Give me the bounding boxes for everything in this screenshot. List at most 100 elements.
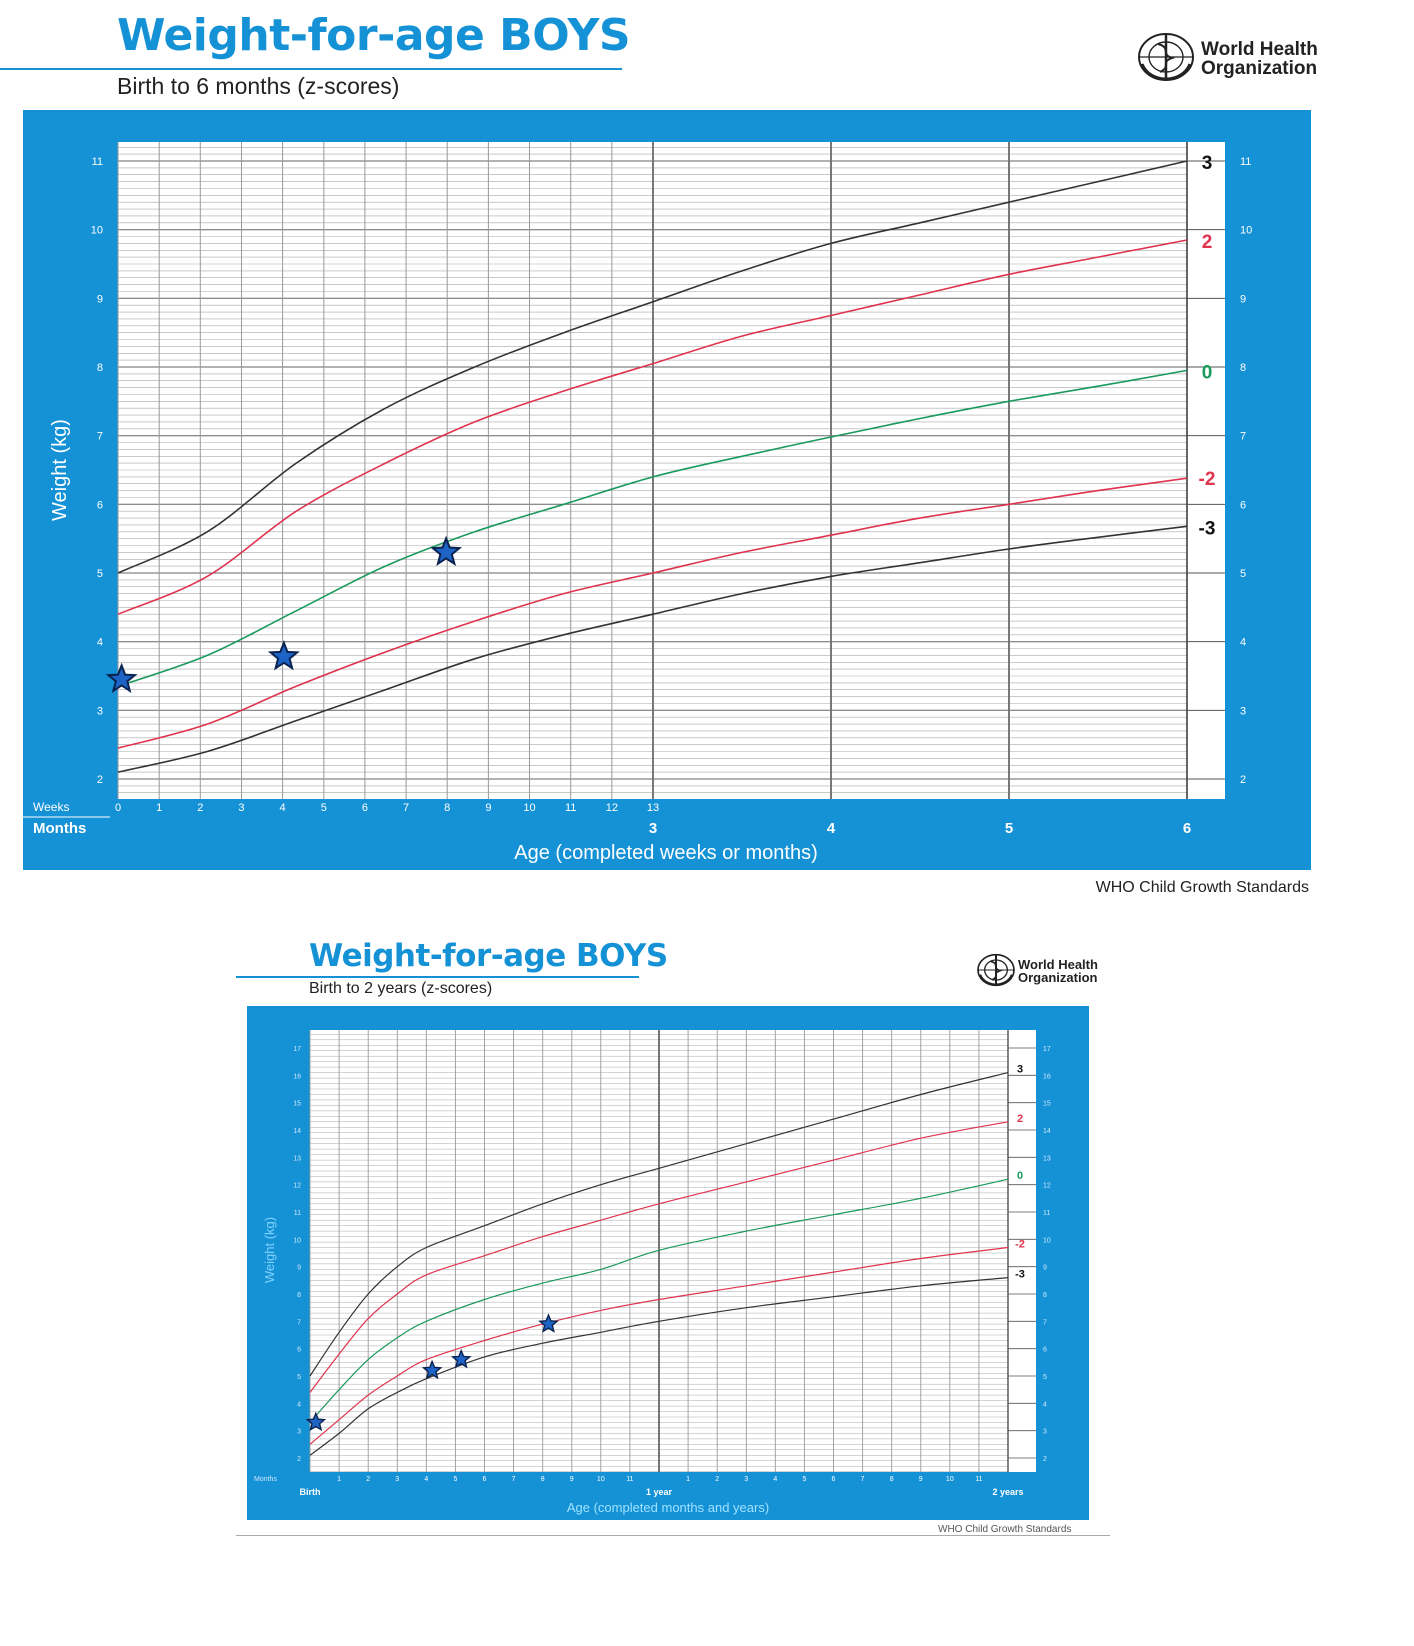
chart1-week-tick: 6 xyxy=(362,802,368,814)
chart1-title: Weight-for-age BOYS xyxy=(117,10,631,61)
chart2-ytick-right: 12 xyxy=(1043,1183,1051,1190)
chart2-zlabel: 0 xyxy=(1017,1170,1023,1182)
chart1-ytick-left: 6 xyxy=(97,499,103,511)
chart1-month-tick: 6 xyxy=(1183,820,1191,837)
chart1-week-tick: 10 xyxy=(523,802,535,814)
chart2-ytick-left: 13 xyxy=(293,1155,301,1162)
chart2-xtick: 10 xyxy=(597,1476,605,1483)
who-logo-icon-2 xyxy=(977,953,1015,987)
chart2-xtick: 4 xyxy=(424,1476,428,1483)
chart1-curve-z3 xyxy=(117,160,1188,574)
chart1-ytick-left: 4 xyxy=(97,637,103,649)
chart1-ytick-right: 8 xyxy=(1240,362,1246,374)
chart2-curve-z2 xyxy=(309,1121,1009,1393)
who-name-line1: World Health xyxy=(1018,957,1098,972)
chart2-ytick-right: 6 xyxy=(1043,1347,1047,1354)
chart1-ytick-left: 5 xyxy=(97,568,103,580)
chart1-curve-z2 xyxy=(117,239,1188,615)
chart2-ytick-left: 10 xyxy=(293,1237,301,1244)
chart1-week-tick: 7 xyxy=(403,802,409,814)
chart2-xtick: 7 xyxy=(512,1476,516,1483)
chart2-xtick: 2 xyxy=(366,1476,370,1483)
chart2-ytick-right: 10 xyxy=(1043,1237,1051,1244)
chart2-ytick-left: 9 xyxy=(297,1265,301,1272)
chart1-ytick-right: 3 xyxy=(1240,705,1246,717)
chart2-ytick-left: 11 xyxy=(294,1210,301,1217)
chart1-ytick-right: 6 xyxy=(1240,499,1246,511)
chart2-curve-z-3 xyxy=(309,1277,1009,1456)
chart1-ytick-left: 8 xyxy=(97,362,103,374)
chart2-ytick-left: 4 xyxy=(297,1401,301,1408)
chart2-xtick: 7 xyxy=(861,1476,865,1483)
chart1-curve-z0 xyxy=(117,369,1188,688)
chart1-ytick-left: 7 xyxy=(97,431,103,443)
chart2-curve-z0 xyxy=(309,1178,1009,1423)
chart1-zlabel: 2 xyxy=(1202,232,1213,253)
chart2-ytick-right: 7 xyxy=(1043,1319,1047,1326)
chart2-xtick: 9 xyxy=(919,1476,923,1483)
chart2-subtitle: Birth to 2 years (z-scores) xyxy=(309,980,493,997)
chart1-month-tick: 4 xyxy=(827,820,836,837)
chart2-xtick: 11 xyxy=(626,1476,633,1483)
chart2-xtick: 11 xyxy=(975,1476,982,1483)
chart2-ytick-right: 2 xyxy=(1043,1456,1047,1463)
chart2-curve-z-2 xyxy=(309,1246,1009,1445)
chart2-credit: WHO Child Growth Standards xyxy=(938,1524,1072,1533)
chart2-zlabel: -3 xyxy=(1015,1269,1025,1281)
chart1-curve-z-2 xyxy=(117,477,1188,749)
chart2-xtick: 2 xyxy=(715,1476,719,1483)
chart2-xtick: 10 xyxy=(946,1476,954,1483)
chart1-weeks-label: Weeks xyxy=(33,800,69,814)
chart2-xtick: 1 xyxy=(337,1476,341,1483)
chart1-week-tick: 1 xyxy=(156,802,162,814)
chart2-xtick: 5 xyxy=(802,1476,806,1483)
chart2-xtick: 1 xyxy=(686,1476,690,1483)
chart1-vgrid xyxy=(117,142,654,799)
chart1-ytick-left: 11 xyxy=(92,156,103,168)
who-logo-icon-1 xyxy=(1138,33,1194,81)
chart2-bottom-rule xyxy=(236,1535,1110,1536)
chart1-ytick-left: 3 xyxy=(97,705,103,717)
chart2-ytick-right: 14 xyxy=(1043,1128,1051,1135)
chart2-ytick-left: 17 xyxy=(293,1046,301,1053)
chart1-star-marker xyxy=(430,535,463,566)
chart2-ytick-right: 5 xyxy=(1043,1374,1047,1381)
chart2-title-rule xyxy=(236,976,639,978)
who-name-line2: Organization xyxy=(1018,970,1098,985)
chart2-plot-area xyxy=(310,1030,1036,1472)
chart1-month-tick: 3 xyxy=(649,820,657,837)
chart1-week-tick: 2 xyxy=(197,802,203,814)
chart2-zlabel: -2 xyxy=(1015,1239,1025,1251)
chart1-xlabel: Age (completed weeks or months) xyxy=(514,842,817,864)
chart2-xtick: 5 xyxy=(453,1476,457,1483)
chart2-xtick: 3 xyxy=(395,1476,399,1483)
chart2-ytick-right: 9 xyxy=(1043,1265,1047,1272)
chart2-xtick: 6 xyxy=(483,1476,487,1483)
chart2-star-marker xyxy=(450,1348,472,1369)
chart1-title-rule xyxy=(0,68,622,70)
chart2-ytick-left: 6 xyxy=(297,1347,301,1354)
chart1-curve-z-3 xyxy=(117,525,1188,773)
chart1-week-tick: 12 xyxy=(606,802,618,814)
chart2-xlabel: Age (completed months and years) xyxy=(567,1500,769,1515)
chart1-ytick-right: 4 xyxy=(1240,637,1246,649)
chart2-ytick-right: 8 xyxy=(1043,1292,1047,1299)
chart1-zlabel: 3 xyxy=(1202,153,1213,174)
who-name-2: World Health Organization xyxy=(1018,958,1098,984)
chart1-ytick-right: 11 xyxy=(1240,156,1251,168)
chart1-week-tick: 8 xyxy=(444,802,450,814)
chart2-ytick-left: 2 xyxy=(297,1456,301,1463)
chart1-ytick-right: 7 xyxy=(1240,431,1246,443)
chart1-week-tick: 13 xyxy=(647,802,659,814)
chart1-ytick-left: 10 xyxy=(91,225,103,237)
chart1-week-tick: 5 xyxy=(321,802,327,814)
chart1-week-tick: 3 xyxy=(238,802,244,814)
chart2-ytick-left: 7 xyxy=(297,1319,301,1326)
chart1-months-label: Months xyxy=(33,820,86,837)
chart1-ytick-right: 9 xyxy=(1240,293,1246,305)
chart2-xtick: 3 xyxy=(744,1476,748,1483)
chart2-star-marker xyxy=(421,1359,443,1380)
chart2-zlabel: 2 xyxy=(1017,1113,1023,1125)
chart1-week-tick: 11 xyxy=(565,802,576,814)
